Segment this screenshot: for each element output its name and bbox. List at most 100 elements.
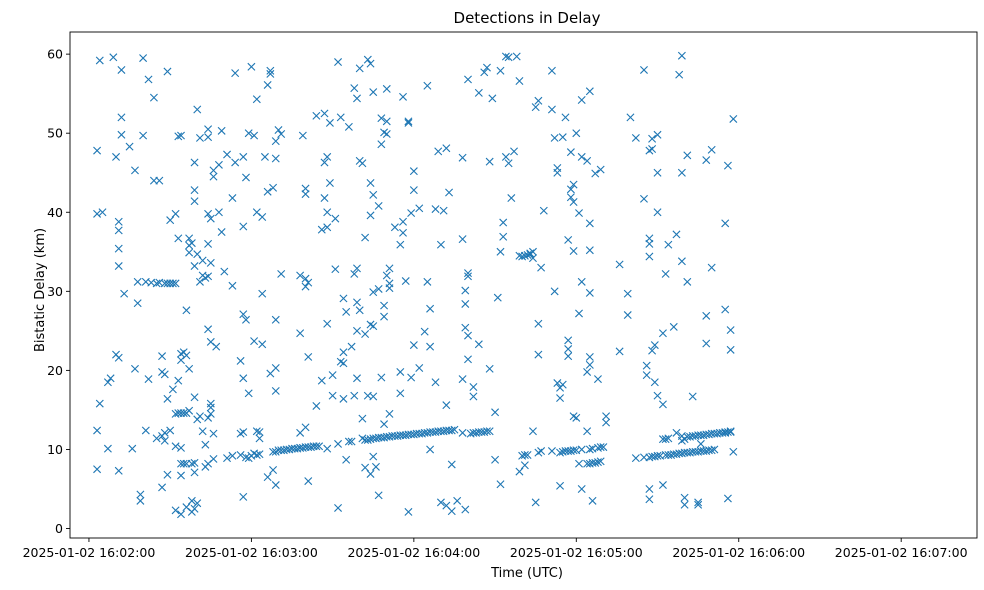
data-point [650, 378, 659, 387]
data-point [190, 393, 199, 402]
data-point [228, 451, 237, 460]
data-point [377, 114, 386, 123]
data-point [244, 389, 253, 398]
data-point [271, 481, 280, 490]
data-point [664, 240, 673, 249]
data-point [488, 94, 497, 103]
data-point [323, 152, 332, 161]
data-point [206, 409, 215, 418]
data-point [585, 445, 594, 454]
data-point [585, 288, 594, 297]
data-point [252, 95, 261, 104]
axes: 2025-01-02 16:02:00 2025-01-02 16:03:00 20… [23, 31, 978, 560]
data-point [166, 426, 175, 435]
x-axis-label: Time (UTC) [490, 566, 563, 581]
data-point [296, 329, 305, 338]
data-point [537, 263, 546, 272]
data-point [385, 284, 394, 293]
data-point [185, 248, 194, 257]
data-point [399, 228, 408, 237]
data-point [461, 323, 470, 332]
data-point [645, 495, 654, 504]
data-point [347, 342, 356, 351]
data-point [301, 423, 310, 432]
data-point [599, 443, 608, 452]
data-point [209, 429, 218, 438]
data-point [423, 81, 432, 90]
data-point [702, 311, 711, 320]
data-point [350, 269, 359, 278]
data-point [458, 235, 467, 244]
data-point [236, 450, 245, 459]
data-point [707, 145, 716, 154]
data-point [174, 376, 183, 385]
data-point [434, 147, 443, 156]
data-point [585, 352, 594, 361]
chart-title: Detections in Delay [454, 9, 601, 27]
y-axis-label: Bistatic Delay (km) [33, 228, 48, 352]
data-point [263, 80, 272, 89]
data-point [204, 272, 213, 281]
data-point [353, 326, 361, 335]
data-point [296, 271, 305, 280]
data-point [179, 459, 188, 468]
data-point [174, 132, 183, 141]
data-point [726, 428, 735, 437]
data-point [204, 125, 213, 134]
data-point [426, 304, 435, 313]
data-point [323, 319, 332, 328]
data-point [547, 105, 556, 114]
data-point [710, 445, 719, 454]
data-point [458, 375, 467, 384]
data-point [301, 274, 310, 283]
data-point [648, 134, 657, 143]
data-point [558, 133, 567, 142]
data-point [585, 87, 594, 96]
data-point [461, 286, 470, 295]
data-point [396, 389, 405, 398]
data-point [436, 240, 445, 249]
data-point [209, 454, 218, 463]
data-point [534, 96, 543, 105]
data-point [323, 444, 332, 453]
data-point [431, 378, 440, 387]
data-point [358, 414, 367, 423]
data-point [117, 113, 126, 122]
data-point [114, 353, 123, 362]
data-point [423, 277, 432, 286]
data-point [239, 428, 248, 437]
data-point [491, 408, 500, 417]
data-point [669, 322, 678, 331]
data-point [206, 214, 215, 223]
data-point [353, 94, 361, 103]
data-point [312, 442, 321, 451]
data-point [182, 351, 191, 360]
data-point [596, 443, 605, 452]
data-point [250, 337, 259, 346]
data-point [661, 435, 670, 444]
data-point [645, 239, 654, 248]
data-point [531, 498, 540, 507]
data-point [485, 157, 494, 166]
data-point [114, 226, 123, 235]
data-point [144, 75, 153, 84]
data-point [334, 503, 343, 512]
data-point [93, 426, 102, 435]
data-point [593, 458, 602, 467]
data-point [323, 208, 332, 217]
data-point [139, 54, 148, 63]
data-point [501, 52, 510, 61]
data-point [179, 409, 188, 418]
data-point [93, 146, 102, 155]
data-point [507, 194, 516, 203]
data-point [569, 446, 578, 455]
data-point [149, 93, 158, 102]
data-point [355, 64, 364, 73]
x-tick-label: 2025-01-02 16:07:00 [835, 545, 968, 560]
data-point [469, 392, 478, 401]
data-point [350, 391, 359, 400]
data-point [163, 470, 172, 479]
data-point [664, 434, 673, 443]
data-point [206, 403, 215, 412]
x-tick-label: 2025-01-02 16:04:00 [347, 545, 480, 560]
